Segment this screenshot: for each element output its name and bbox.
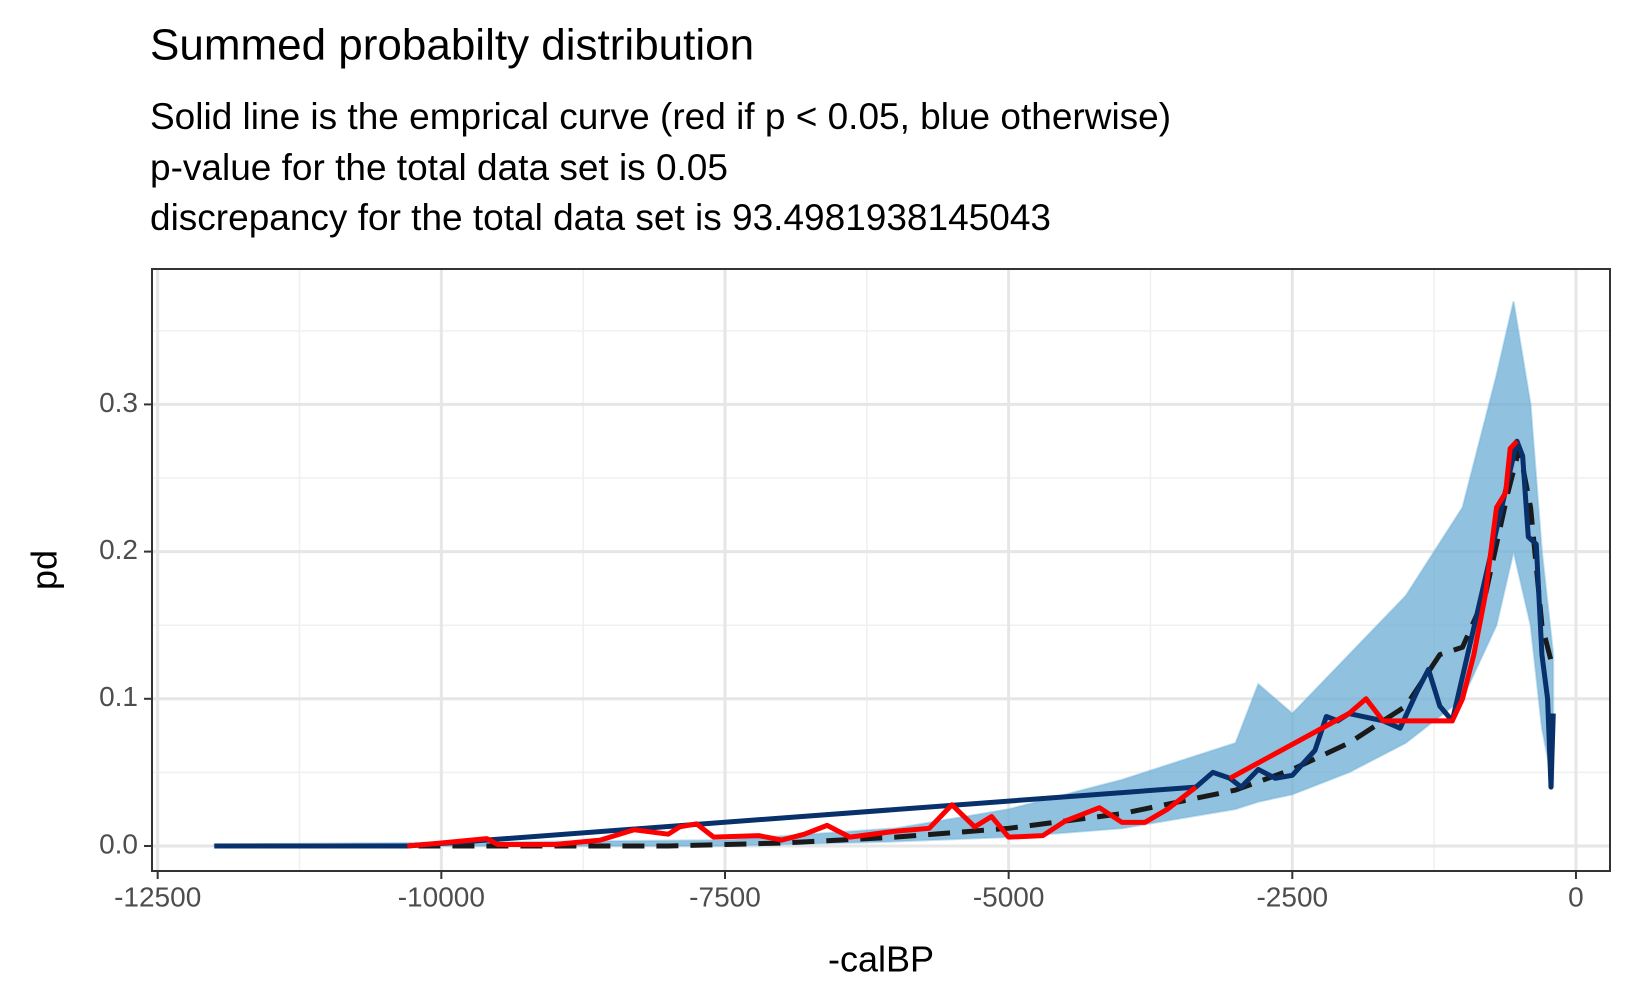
panel-border: [151, 268, 1611, 872]
y-tick-label: 0.3: [99, 387, 138, 418]
empirical-line: [214, 438, 1556, 849]
x-tick-label: -10000: [398, 881, 485, 912]
y-tick-label: 0.1: [99, 681, 138, 712]
simulation-envelope: [213, 301, 1555, 847]
x-tick-label: -12500: [114, 881, 201, 912]
y-tick-label: 0.0: [99, 828, 138, 859]
chart-subtitle: Solid line is the emprical curve (red if…: [150, 96, 1171, 137]
y-tick-label: 0.2: [99, 534, 138, 565]
chart-title: Summed probabilty distribution: [150, 21, 754, 70]
empirical-line: [407, 439, 1519, 849]
chart-subtitle: p-value for the total data set is 0.05: [150, 147, 728, 188]
chart-subtitle: discrepancy for the total data set is 93…: [150, 197, 1051, 238]
x-tick-label: -7500: [689, 881, 761, 912]
x-tick-label: -5000: [973, 881, 1045, 912]
x-axis-title: -calBP: [828, 939, 934, 980]
x-tick-label: 0: [1568, 881, 1584, 912]
y-axis-title: pd: [24, 550, 65, 590]
null-model-line: [214, 446, 1556, 849]
x-tick-label: -2500: [1256, 881, 1328, 912]
